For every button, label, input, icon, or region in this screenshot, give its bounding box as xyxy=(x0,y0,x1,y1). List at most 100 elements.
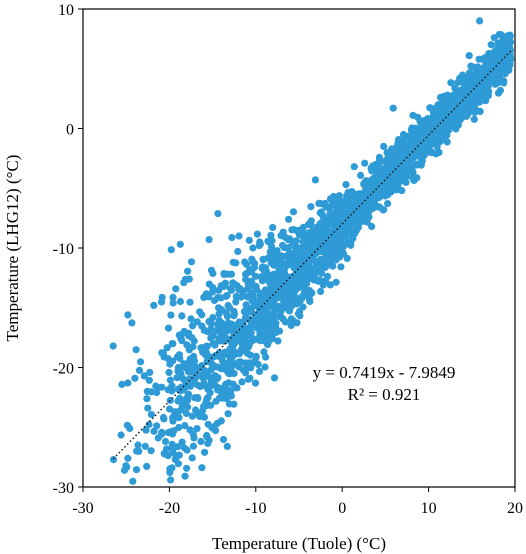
data-point xyxy=(465,52,473,60)
data-point xyxy=(135,366,144,374)
data-point xyxy=(204,420,212,428)
data-point xyxy=(198,311,206,319)
data-point xyxy=(144,404,152,412)
data-point xyxy=(290,287,298,296)
data-point xyxy=(376,203,384,211)
data-point xyxy=(159,413,168,422)
data-point xyxy=(257,317,265,325)
data-point xyxy=(487,41,495,49)
data-point xyxy=(158,428,166,436)
data-point xyxy=(153,388,161,397)
data-point xyxy=(182,409,190,417)
data-point xyxy=(255,367,264,375)
data-point xyxy=(431,129,439,137)
data-point xyxy=(237,322,245,330)
data-point xyxy=(222,334,230,342)
data-point xyxy=(217,417,225,425)
data-point xyxy=(169,417,177,425)
data-point xyxy=(341,211,349,220)
data-point xyxy=(430,138,438,146)
data-point xyxy=(184,403,192,411)
data-point xyxy=(257,324,265,332)
data-points xyxy=(109,17,515,485)
data-point xyxy=(249,244,257,252)
data-point xyxy=(258,264,266,272)
data-point xyxy=(168,464,176,472)
data-point xyxy=(140,372,148,380)
data-point xyxy=(490,34,498,42)
data-point xyxy=(203,431,211,440)
data-point xyxy=(142,426,150,434)
data-point xyxy=(174,443,182,451)
data-point xyxy=(318,262,326,270)
data-point xyxy=(167,428,175,436)
data-point xyxy=(337,263,345,271)
data-point xyxy=(191,379,199,387)
data-point xyxy=(380,142,388,150)
data-point xyxy=(270,374,279,382)
data-point xyxy=(396,169,404,178)
data-point xyxy=(315,199,323,207)
data-point xyxy=(189,343,197,351)
data-point xyxy=(325,219,333,227)
data-point xyxy=(196,412,204,421)
data-point xyxy=(426,104,434,112)
data-point xyxy=(172,285,180,293)
data-point xyxy=(441,132,449,140)
data-point xyxy=(447,79,455,87)
data-point xyxy=(288,295,296,303)
data-point xyxy=(266,279,274,287)
data-point xyxy=(160,449,168,458)
r-squared-label: R² = 0.921 xyxy=(348,385,421,404)
data-point xyxy=(245,236,253,244)
data-point xyxy=(408,124,416,132)
data-point xyxy=(437,118,445,126)
data-point xyxy=(175,414,183,422)
data-point xyxy=(348,208,356,217)
data-point xyxy=(422,126,430,134)
data-point xyxy=(203,356,212,364)
data-point xyxy=(369,162,377,170)
data-point xyxy=(118,380,126,388)
data-point xyxy=(290,259,298,267)
data-point xyxy=(495,67,503,75)
data-point xyxy=(496,86,504,94)
data-point xyxy=(120,466,129,474)
data-point xyxy=(184,267,192,275)
data-point xyxy=(229,258,237,266)
data-point xyxy=(266,322,275,330)
data-point xyxy=(292,270,300,278)
data-point xyxy=(285,215,293,223)
data-point xyxy=(444,97,453,105)
data-point xyxy=(186,298,194,306)
data-point xyxy=(261,275,269,283)
data-point xyxy=(189,322,197,330)
data-point xyxy=(163,344,171,352)
data-point xyxy=(479,83,487,91)
data-point xyxy=(294,295,302,303)
data-point xyxy=(168,382,176,390)
data-point xyxy=(133,447,141,455)
data-point xyxy=(456,74,464,82)
data-point xyxy=(147,410,155,419)
data-point xyxy=(484,82,492,90)
data-point xyxy=(289,239,297,247)
data-point xyxy=(267,302,275,310)
data-point xyxy=(494,50,502,58)
data-point xyxy=(243,260,251,269)
data-point xyxy=(177,369,185,377)
data-point xyxy=(304,246,312,254)
data-point xyxy=(459,86,467,94)
data-point xyxy=(387,170,395,178)
data-point xyxy=(145,420,153,429)
data-point xyxy=(273,247,281,255)
data-point xyxy=(311,263,319,271)
data-point xyxy=(281,318,289,326)
data-point xyxy=(361,192,369,200)
data-point xyxy=(178,402,186,410)
data-point xyxy=(482,61,490,69)
data-point xyxy=(241,359,249,367)
data-point xyxy=(317,287,325,296)
data-point xyxy=(290,264,298,272)
data-point xyxy=(124,311,132,319)
